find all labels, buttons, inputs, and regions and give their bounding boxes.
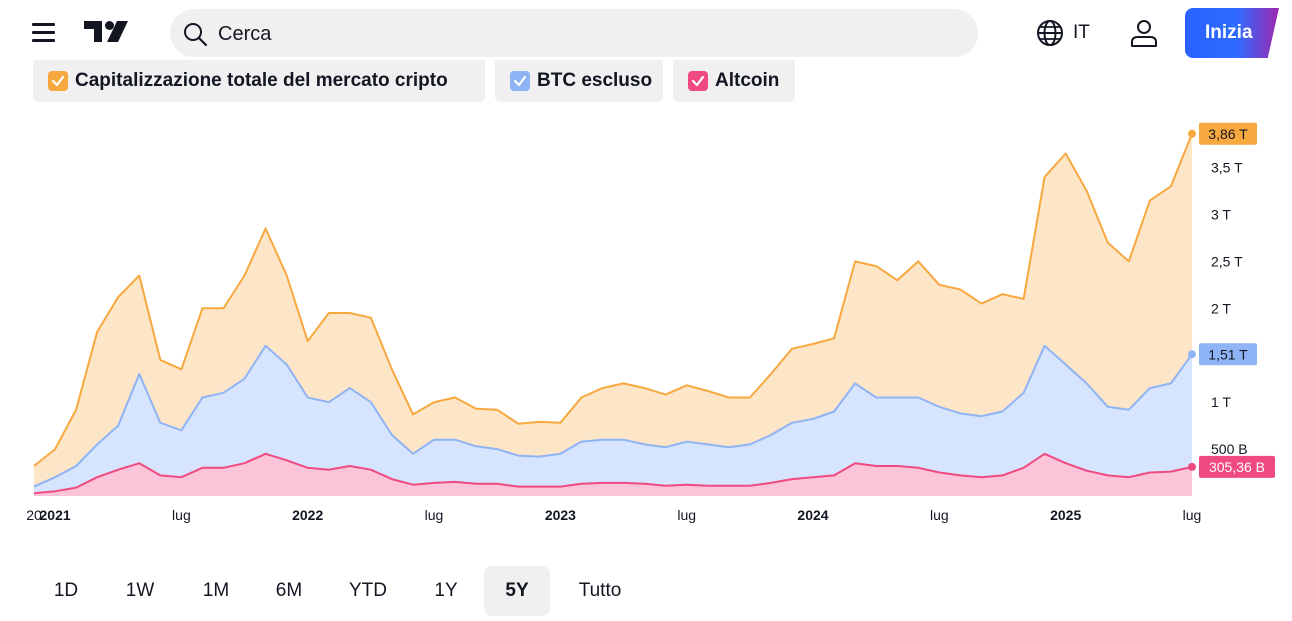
market-cap-chart[interactable]: 500 B1 T1,5 T2 T2,5 T3 T3,5 T3,86 T1,51 … bbox=[0, 110, 1292, 530]
start-button[interactable]: Inizia bbox=[1185, 8, 1279, 58]
language-label: IT bbox=[1073, 22, 1090, 43]
y-tick-label: 3,5 T bbox=[1211, 160, 1243, 176]
x-tick-label: lug bbox=[172, 507, 191, 523]
legend-label: Altcoin bbox=[715, 70, 780, 91]
series-end-marker bbox=[1188, 462, 1196, 471]
x-tick-label: 2024 bbox=[797, 507, 828, 523]
last-value-badge bbox=[1199, 122, 1257, 145]
x-tick-label: lug bbox=[1183, 507, 1202, 523]
checkbox-icon[interactable] bbox=[510, 71, 530, 91]
range-all[interactable]: Tutto bbox=[578, 580, 622, 601]
last-value-badge bbox=[1199, 455, 1275, 478]
series-line-2 bbox=[33, 452, 1193, 495]
x-tick-label: 2021 bbox=[40, 507, 71, 523]
series-area-1 bbox=[34, 345, 1192, 496]
y-tick-label: 500 B bbox=[1211, 441, 1248, 457]
search-bar[interactable] bbox=[170, 9, 978, 59]
legend-label: BTC escluso bbox=[537, 70, 653, 91]
range-1m[interactable]: 1M bbox=[202, 580, 230, 601]
range-6m[interactable]: 6M bbox=[275, 580, 303, 601]
last-value-badge bbox=[1199, 343, 1257, 366]
y-tick-label: 3 T bbox=[1211, 207, 1231, 223]
x-tick-label: lug bbox=[930, 507, 949, 523]
series-area-2 bbox=[34, 453, 1192, 496]
checkbox-icon[interactable] bbox=[688, 71, 708, 91]
series-line-1 bbox=[33, 344, 1193, 488]
x-tick-label: 20 bbox=[26, 507, 42, 523]
range-5y[interactable]: 5Y bbox=[484, 566, 550, 616]
x-tick-label: 2022 bbox=[292, 507, 323, 523]
legend-btc-excluded[interactable]: BTC escluso bbox=[495, 60, 663, 102]
range-1d[interactable]: 1D bbox=[53, 580, 79, 601]
series-end-marker bbox=[1188, 350, 1196, 359]
user-icon[interactable] bbox=[1128, 17, 1160, 49]
legend-altcoin[interactable]: Altcoin bbox=[673, 60, 795, 102]
x-tick-label: 2025 bbox=[1050, 507, 1081, 523]
search-icon bbox=[184, 23, 208, 47]
last-value-label: 3,86 T bbox=[1208, 126, 1248, 142]
y-tick-label: 2 T bbox=[1211, 300, 1231, 316]
last-value-label: 1,51 T bbox=[1208, 346, 1248, 362]
range-1y[interactable]: 1Y bbox=[434, 580, 458, 601]
series-end-marker bbox=[1188, 129, 1196, 138]
globe-icon bbox=[1037, 20, 1063, 46]
tradingview-logo[interactable] bbox=[82, 18, 130, 46]
search-input[interactable] bbox=[216, 9, 960, 59]
language-selector[interactable]: IT bbox=[1035, 18, 1090, 48]
last-value-label: 305,36 B bbox=[1209, 459, 1265, 475]
x-tick-label: lug bbox=[425, 507, 444, 523]
range-ytd[interactable]: YTD bbox=[349, 580, 387, 601]
range-1w[interactable]: 1W bbox=[125, 580, 155, 601]
checkbox-icon[interactable] bbox=[48, 71, 68, 91]
y-tick-label: 2,5 T bbox=[1211, 253, 1243, 269]
y-tick-label: 1 T bbox=[1211, 394, 1231, 410]
menu-button[interactable] bbox=[28, 18, 60, 48]
series-line-0 bbox=[33, 133, 1193, 467]
header: IT Inizia bbox=[0, 0, 1292, 66]
x-tick-label: 2023 bbox=[545, 507, 576, 523]
legend-label: Capitalizzazione totale del mercato crip… bbox=[75, 70, 448, 91]
x-tick-label: lug bbox=[677, 507, 696, 523]
legend-total-market-cap[interactable]: Capitalizzazione totale del mercato crip… bbox=[33, 60, 485, 102]
